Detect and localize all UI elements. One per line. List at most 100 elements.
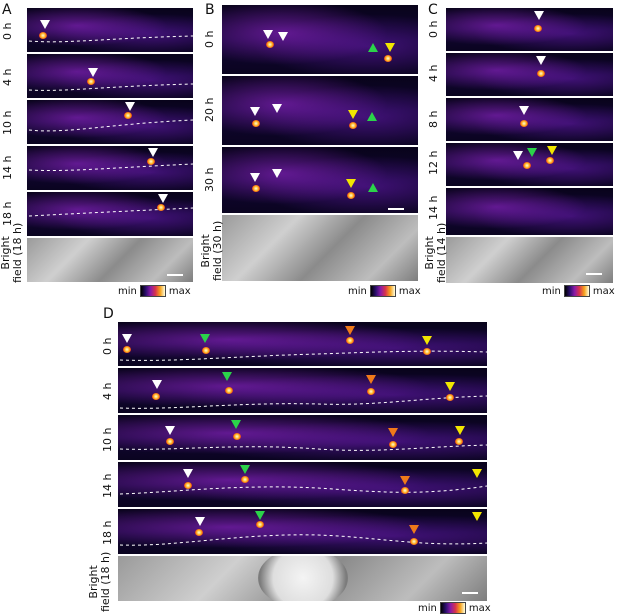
time-label: 12 h [427,150,440,175]
mitochondrion-spot [166,438,174,445]
mitochondrion-spot [252,185,260,192]
mitochondrion-spot [233,433,241,440]
mitochondrion-spot [423,348,431,355]
mitochondrion-spot [184,482,192,489]
green-arrowhead-icon [240,465,250,474]
mitochondrion-spot [225,387,233,394]
panel-d-row-1 [118,368,487,413]
panel-d-row-0 [118,322,487,366]
panel-d-row-3 [118,462,487,507]
yellow-arrowhead-icon [472,469,482,478]
time-label: 14 h [1,155,14,180]
mitochondrion-spot [195,529,203,536]
bright-field-label: Bright field (14 h) [423,222,449,283]
white-arrowhead-icon [272,169,282,178]
mitochondrion-spot [534,25,542,32]
panel-d-brightfield [118,556,487,601]
panel-a-row-3 [27,146,193,190]
time-label: 8 h [427,110,440,128]
white-arrowhead-icon [152,380,162,389]
mitochondrion-spot [401,487,409,494]
yellow-arrowhead-icon [348,110,358,119]
panel-b-row-1 [222,76,418,145]
panel-c-row-0 [446,8,613,51]
colorbar-max-label: max [398,285,421,297]
panel-a-brightfield [27,238,193,282]
mitochondrion-spot [256,521,264,528]
bright-label-line2: field (14 h) [435,222,449,283]
bright-label-line2: field (18 h) [99,551,113,612]
panel-b-row-0 [222,5,418,74]
mitochondrion-spot [202,347,210,354]
green-arrowhead-icon [368,43,378,52]
white-arrowhead-icon [519,106,529,115]
scale-bar [167,274,183,276]
green-arrowhead-icon [222,372,232,381]
white-arrowhead-icon [250,107,260,116]
bright-label-line2: field (30 h) [211,220,225,281]
yellow-arrowhead-icon [385,43,395,52]
panel-d-row-4 [118,509,487,554]
yellow-arrowhead-icon [472,512,482,521]
mitochondrion-spot [446,394,454,401]
mitochondrion-spot [123,346,131,353]
time-label: 0 h [427,20,440,38]
mitochondrion-spot [389,441,397,448]
mitochondrion-spot [266,41,274,48]
mitochondrion-spot [349,122,357,129]
white-arrowhead-icon [536,56,546,65]
yellow-arrowhead-icon [455,426,465,435]
panel-a-row-2 [27,100,193,144]
yellow-arrowhead-icon [547,146,557,155]
panel-a-row-0 [27,8,193,52]
colorbar-min-label: min [418,602,437,614]
orange-arrowhead-icon [400,476,410,485]
mitochondrion-spot [523,162,531,169]
neurite-trace [119,485,487,495]
yellow-arrowhead-icon [445,382,455,391]
colorbar: min max [348,285,421,297]
colorbar-gradient [139,285,166,297]
panel-c-brightfield [446,237,613,283]
mitochondrion-spot [157,204,165,211]
white-arrowhead-icon [165,426,175,435]
orange-arrowhead-icon [345,326,355,335]
white-arrowhead-icon [40,20,50,29]
panel-a-row-4 [27,192,193,236]
scale-bar [586,273,602,275]
panel-d-row-2 [118,415,487,460]
colorbar-max-label: max [168,285,191,297]
panel-c-letter: C [428,2,438,18]
colorbar: min max [118,285,191,297]
orange-arrowhead-icon [388,428,398,437]
panel-b-row-2 [222,147,418,213]
white-arrowhead-icon [250,173,260,182]
white-arrowhead-icon [183,469,193,478]
time-label: 4 h [427,64,440,82]
mitochondrion-spot [346,337,354,344]
time-label: 14 h [101,473,114,498]
yellow-arrowhead-icon [346,179,356,188]
mitochondrion-spot [347,192,355,199]
colorbar: min max [418,602,491,614]
colorbar-min-label: min [118,285,137,297]
green-arrowhead-icon [200,334,210,343]
panel-c-row-3 [446,143,613,186]
neurite-trace [28,119,193,132]
white-arrowhead-icon [122,334,132,343]
mitochondrion-spot [410,538,418,545]
time-label: 14 h [427,195,440,220]
time-label: 20 h [203,97,216,122]
white-arrowhead-icon [195,517,205,526]
mitochondrion-spot [241,476,249,483]
mitochondrion-spot [147,158,155,165]
panel-d-letter: D [103,306,114,322]
colorbar-min-label: min [348,285,367,297]
panel-b-brightfield [222,215,418,281]
time-label: 10 h [1,110,14,135]
mitochondrion-spot [384,55,392,62]
panel-a-letter: A [2,2,12,18]
bright-field-label: Bright field (18 h) [87,551,113,612]
mitochondrion-spot [152,393,160,400]
neurite-trace [119,444,487,451]
